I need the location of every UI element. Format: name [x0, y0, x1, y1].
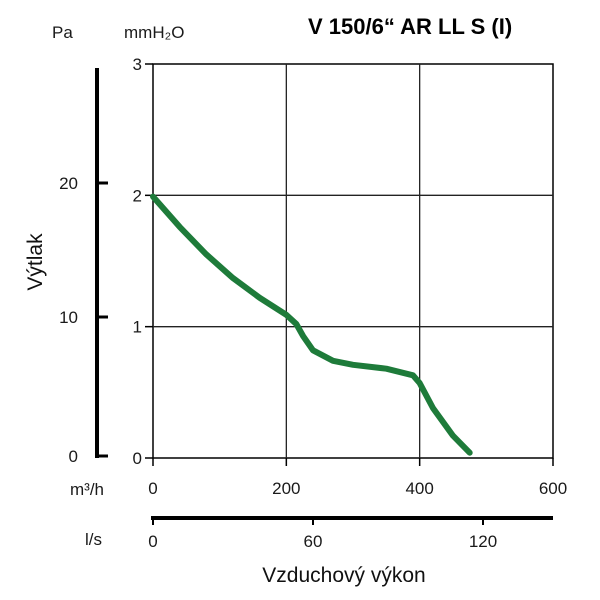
- pa-tick-label-10: 10: [59, 308, 78, 327]
- x-tick-label-400: 400: [405, 479, 433, 498]
- chart-title: V 150/6“ AR LL S (I): [308, 14, 512, 39]
- x-tick-label-600: 600: [539, 479, 567, 498]
- ls-tick-label-120: 120: [469, 532, 497, 551]
- y-tick-label-0: 0: [133, 449, 142, 468]
- y-axis-label: Výtlak: [24, 233, 47, 291]
- unit-ls: l/s: [85, 530, 102, 549]
- plot-area: 0 200 400 600 0 1 2 3: [133, 55, 568, 498]
- unit-pa: Pa: [52, 23, 73, 42]
- ls-tick-label-60: 60: [304, 532, 323, 551]
- x-tick-label-200: 200: [272, 479, 300, 498]
- unit-m3h: m³/h: [70, 480, 104, 499]
- pa-tick-label-20: 20: [59, 174, 78, 193]
- unit-mmh2o: mmH₂O: [124, 23, 184, 42]
- y-tick-label-1: 1: [133, 318, 142, 337]
- performance-curve: [150, 193, 473, 456]
- y-tick-label-2: 2: [133, 186, 142, 205]
- ls-tick-label-0: 0: [148, 532, 157, 551]
- x-tick-label-0: 0: [148, 479, 157, 498]
- x-axis-label: Vzduchový výkon: [262, 564, 425, 587]
- pa-tick-label-0: 0: [69, 447, 78, 466]
- plot-frame: [152, 63, 554, 459]
- y-tick-label-3: 3: [133, 55, 142, 74]
